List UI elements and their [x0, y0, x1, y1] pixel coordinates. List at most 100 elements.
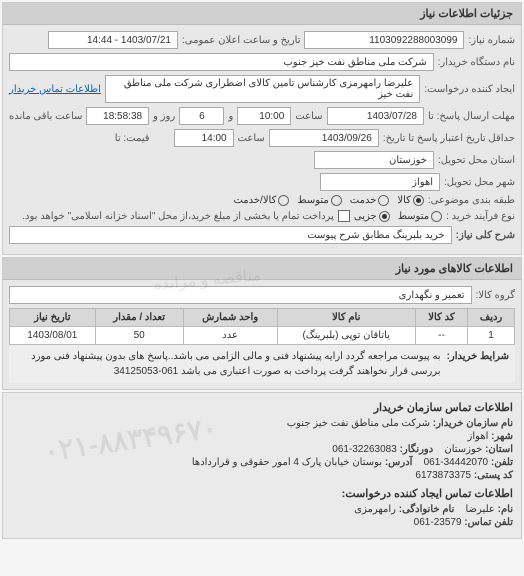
class-service-option[interactable]: خدمت [350, 195, 390, 206]
proc-small-option[interactable]: متوسط [398, 211, 442, 222]
price-label: قیمت: تا [115, 133, 150, 144]
radio-icon [331, 195, 342, 206]
buyer-org-field: شرکت ملی مناطق نفت خیز جنوب [9, 53, 434, 71]
details-panel: جزئیات اطلاعات نیاز شماره نیاز: 11030922… [2, 2, 522, 255]
note-label: شرایط خریدار: [447, 349, 509, 379]
contact-fax: 32263083-061 [332, 444, 397, 455]
contact-postal: 6173873375 [415, 470, 471, 481]
row-validity: حداقل تاریخ اعتبار پاسخ تا تاریخ: 1403/0… [9, 129, 515, 147]
class-goods-label: کالا [397, 195, 411, 206]
contact-address-label: آدرس: [385, 457, 413, 468]
proc-partial-option[interactable]: جزیی [354, 211, 390, 222]
buyer-contact-link[interactable]: اطلاعات تماس خریدار [9, 84, 101, 95]
contact-province: خوزستان [444, 444, 482, 455]
validity-date-field: 1403/09/26 [269, 129, 379, 147]
class-goods-option[interactable]: کالا [397, 195, 424, 206]
col-date: تاریخ نیاز [10, 309, 96, 327]
row-buyer-org: نام دستگاه خریدار: شرکت ملی مناطق نفت خی… [9, 53, 515, 71]
radio-icon [378, 195, 389, 206]
requester-contact-title: اطلاعات تماس ایجاد کننده درخواست: [11, 487, 513, 500]
col-unit: واحد شمارش [183, 309, 277, 327]
contact-postal-line: کد پستی: 6173873375 [11, 470, 513, 481]
class-medium-option[interactable]: متوسط [297, 195, 341, 206]
row-request-no: شماره نیاز: 1103092288003099 تاریخ و ساع… [9, 31, 515, 49]
contact-lastname: رامهرمزی [354, 504, 396, 515]
contact-phone: 34442070-061 [424, 457, 489, 468]
process-radios: متوسط جزیی [354, 211, 442, 222]
row-goods-group: گروه کالا: تعمیر و نگهداری [9, 286, 515, 304]
row-delivery-city: شهر محل تحویل: اهواز [9, 173, 515, 191]
cell-unit: عدد [183, 327, 277, 345]
contact-org-label: نام سازمان خریدار: [433, 418, 513, 429]
time-label-1: ساعت [295, 111, 322, 122]
requester-field: علیرضا رامهرمزی کارشناس تامین کالای اضطر… [105, 75, 420, 103]
requester-label: ایجاد کننده درخواست: [424, 84, 515, 95]
contact-name: علیرضا [466, 504, 495, 515]
process-label: نوع فرآیند خرید : [446, 211, 515, 222]
details-panel-header: جزئیات اطلاعات نیاز [3, 3, 521, 25]
contact-postal-label: کد پستی: [474, 470, 513, 481]
col-qty: تعداد / مقدار [95, 309, 183, 327]
classification-label: طبقه بندی موضوعی: [428, 195, 515, 206]
delivery-province-label: استان محل تحویل: [438, 155, 515, 166]
classification-radios: کالا خدمت متوسط کالا/خدمت [233, 195, 423, 206]
goods-panel-header: اطلاعات کالاهای مورد نیاز [3, 258, 521, 280]
contact-province-label: استان: [485, 444, 513, 455]
cell-row-no: 1 [468, 327, 515, 345]
contact-address: بوستان خیابان پارک 4 امور حقوقی و قراردا… [192, 457, 382, 468]
general-title-field: خرید بلبرینگ مطابق شرح پیوست [9, 226, 452, 244]
delivery-city-label: شهر محل تحویل: [444, 177, 515, 188]
radio-icon [278, 195, 289, 206]
remaining-time-field: 18:58:38 [86, 107, 149, 125]
radio-icon [431, 211, 442, 222]
treasury-checkbox[interactable] [338, 210, 350, 222]
cell-date: 1403/08/01 [10, 327, 96, 345]
days-remaining-field: 6 [179, 107, 224, 125]
note-text: به پیوست مراجعه گردد ارایه پیشنهاد فنی و… [15, 349, 441, 379]
radio-icon [413, 195, 424, 206]
deadline-date-field: 1403/07/28 [327, 107, 424, 125]
col-name: نام کالا [277, 309, 415, 327]
radio-icon [379, 211, 390, 222]
goods-table-header-row: ردیف کد کالا نام کالا واحد شمارش تعداد /… [10, 309, 515, 327]
goods-group-label: گروه کالا: [476, 290, 515, 301]
row-requester: ایجاد کننده درخواست: علیرضا رامهرمزی کار… [9, 75, 515, 103]
details-panel-body: شماره نیاز: 1103092288003099 تاریخ و ساع… [3, 25, 521, 254]
contact-phone-line: تلفن: 34442070-061 آدرس: بوستان خیابان پ… [11, 457, 513, 468]
class-medium-label: متوسط [297, 195, 328, 206]
row-process: نوع فرآیند خرید : متوسط جزیی پرداخت تمام… [9, 210, 515, 222]
cell-name: یاتاقان توپی (بلبرینگ) [277, 327, 415, 345]
contact-phone2-label: تلفن تماس: [464, 517, 513, 528]
goods-panel-body: مناقصه و مزایده گروه کالا: تعمیر و نگهدا… [3, 280, 521, 389]
cell-qty: 50 [95, 327, 183, 345]
contact-fax-label: دورنگار: [400, 444, 434, 455]
proc-small-label: متوسط [398, 211, 429, 222]
contact-phone2-line: تلفن تماس: 23579-061 [11, 517, 513, 528]
public-datetime-label: تاریخ و ساعت اعلان عمومی: [182, 35, 301, 46]
goods-panel: اطلاعات کالاهای مورد نیاز مناقصه و مزاید… [2, 257, 522, 390]
contact-city: اهواز [468, 431, 489, 442]
row-general-title: شرح کلی نیاز: خرید بلبرینگ مطابق شرح پیو… [9, 226, 515, 244]
contact-phone2: 23579-061 [414, 517, 462, 528]
validity-time-field: 14:00 [174, 129, 234, 147]
contact-phone-label: تلفن: [491, 457, 513, 468]
contact-city-label: شهر: [491, 431, 513, 442]
cell-code: -- [415, 327, 467, 345]
remaining-label: روز و [153, 111, 175, 122]
table-row: 1 -- یاتاقان توپی (بلبرینگ) عدد 50 1403/… [10, 327, 515, 345]
proc-partial-label: جزیی [354, 211, 377, 222]
request-no-field: 1103092288003099 [304, 31, 464, 49]
goods-group-field: تعمیر و نگهداری [9, 286, 472, 304]
contact-name-label: نام: [498, 504, 513, 515]
class-service-label: خدمت [350, 195, 377, 206]
col-code: کد کالا [415, 309, 467, 327]
deadline-label: مهلت ارسال پاسخ: تا [428, 111, 515, 122]
validity-label: حداقل تاریخ اعتبار پاسخ تا تاریخ: [383, 133, 515, 144]
contact-panel-title: اطلاعات تماس سازمان خریدار [11, 401, 513, 414]
goods-table: ردیف کد کالا نام کالا واحد شمارش تعداد /… [9, 308, 515, 345]
buyer-org-label: نام دستگاه خریدار: [438, 57, 515, 68]
contact-lastname-label: نام خانوادگی: [399, 504, 455, 515]
contact-org: شرکت ملی مناطق نفت خیز جنوب [287, 418, 430, 429]
delivery-city-field: اهواز [320, 173, 440, 191]
class-goods-service-option[interactable]: کالا/خدمت [233, 195, 289, 206]
